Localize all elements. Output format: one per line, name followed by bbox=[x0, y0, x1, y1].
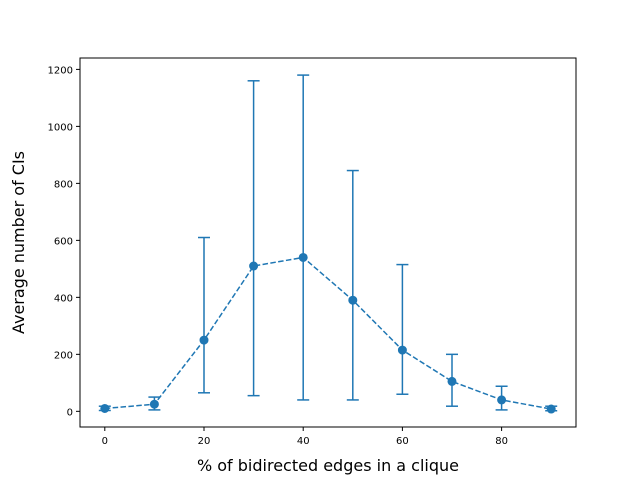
y-axis-ticks: 0 200 400 600 800 1000 1200 bbox=[48, 65, 80, 418]
y-tick-label: 400 bbox=[54, 293, 73, 304]
y-tick-label: 1200 bbox=[48, 65, 73, 76]
x-tick-label: 60 bbox=[396, 436, 409, 447]
x-axis-ticks: 0 20 40 60 80 bbox=[102, 427, 508, 447]
data-point bbox=[249, 261, 259, 271]
y-tick-label: 200 bbox=[54, 350, 73, 361]
data-point bbox=[546, 404, 556, 414]
data-point bbox=[397, 345, 407, 355]
y-tick-label: 800 bbox=[54, 179, 73, 190]
x-tick-label: 20 bbox=[198, 436, 211, 447]
data-point bbox=[149, 399, 159, 409]
data-point bbox=[199, 335, 209, 345]
chart-marks bbox=[98, 74, 558, 414]
series-line bbox=[104, 256, 552, 410]
data-point bbox=[497, 395, 507, 405]
y-tick-label: 0 bbox=[67, 407, 73, 418]
y-axis-title: Average number of CIs bbox=[9, 151, 28, 334]
x-axis-title: % of bidirected edges in a clique bbox=[197, 456, 459, 475]
data-point bbox=[298, 252, 308, 262]
y-tick-label: 1000 bbox=[48, 122, 73, 133]
plot-frame bbox=[79, 57, 577, 428]
x-tick-label: 80 bbox=[495, 436, 508, 447]
y-tick-label: 600 bbox=[54, 236, 73, 247]
x-tick-label: 0 bbox=[102, 436, 108, 447]
data-point bbox=[100, 403, 110, 413]
x-tick-label: 40 bbox=[297, 436, 310, 447]
data-point bbox=[348, 295, 358, 305]
data-point bbox=[447, 376, 457, 386]
